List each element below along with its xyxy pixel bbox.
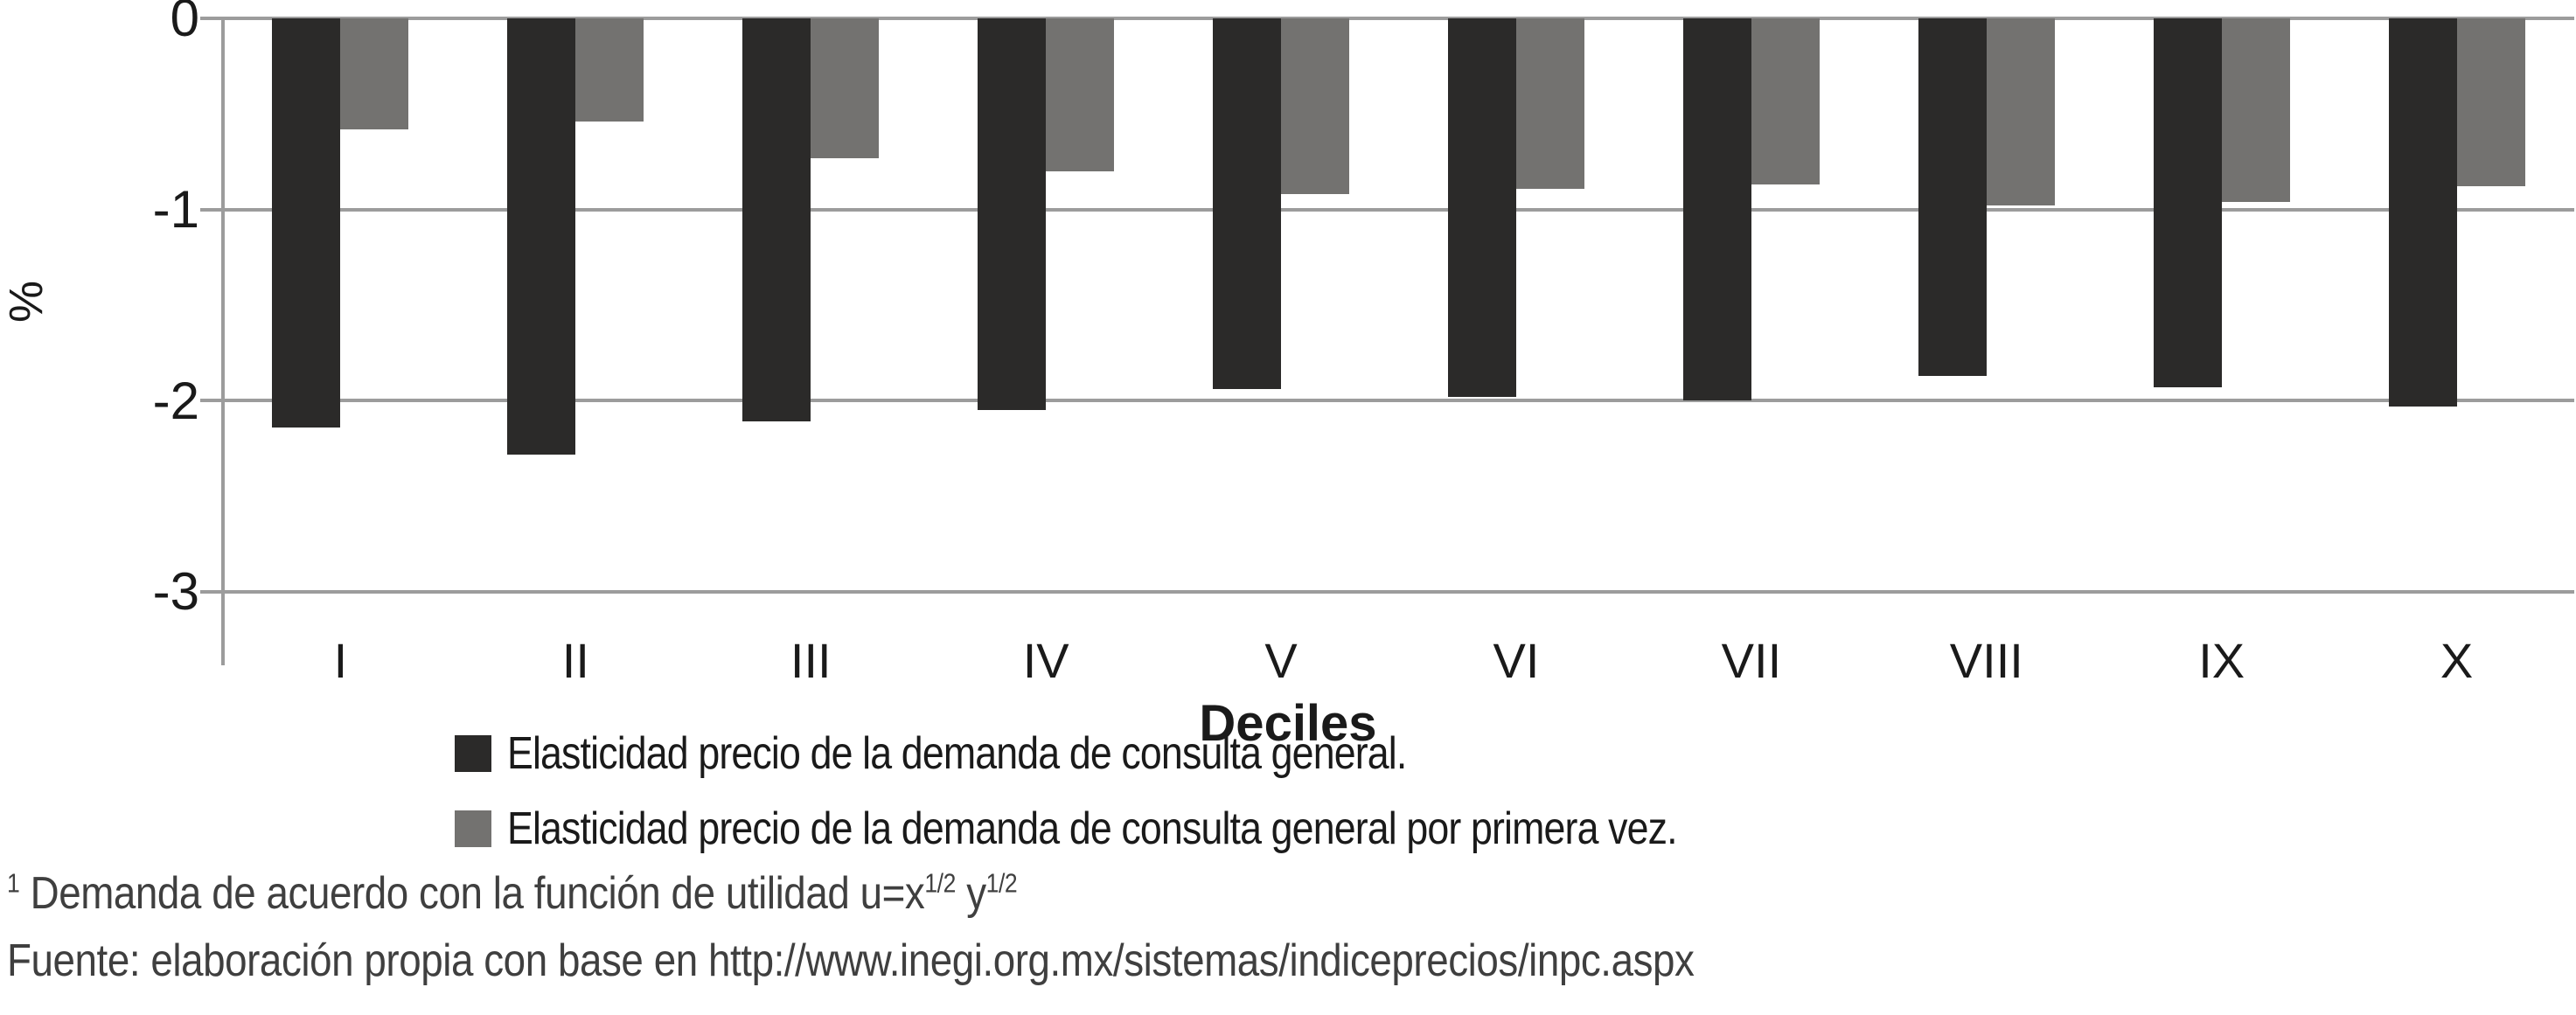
bar-series1-decile-VII (1682, 18, 1751, 401)
gridline--2 (200, 399, 2574, 403)
bar-series2-decile-X (2456, 18, 2525, 187)
y-tick-label-0: 0 (170, 0, 199, 47)
legend-item-general: Elasticidad precio de la demanda de cons… (455, 728, 1868, 779)
bar-series2-decile-VII (1751, 18, 1820, 185)
bar-group-I (223, 18, 458, 592)
x-tick-label-IV: IV (1022, 633, 1069, 688)
x-tick-label-VIII: VIII (1949, 633, 2023, 688)
x-tick-label-V: V (1264, 633, 1298, 688)
footnote-text-b: y (955, 868, 986, 919)
y-tick-label-2: -2 (152, 372, 199, 430)
bar-series1-decile-VI (1447, 18, 1516, 397)
bar-series2-decile-VIII (1986, 18, 2055, 206)
y-tick-label-1: -1 (152, 180, 199, 239)
bar-group-V (1164, 18, 1399, 592)
bar-series2-decile-I (340, 18, 409, 129)
bar-group-VIII (1869, 18, 2104, 592)
x-tick-label-VI: VI (1493, 633, 1540, 688)
legend-item-primera-vez: Elasticidad precio de la demanda de cons… (455, 803, 1868, 854)
bar-group-X (2339, 18, 2574, 592)
bar-series1-decile-X (2388, 18, 2457, 407)
legend-label-general: Elasticidad precio de la demanda de cons… (507, 728, 1407, 779)
footnote-text-a: Demanda de acuerdo con la función de uti… (19, 868, 925, 919)
bar-group-IV (929, 18, 1164, 592)
legend-marker-gray-square-icon (455, 810, 491, 847)
bar-series1-decile-V (1213, 18, 1282, 390)
bar-series2-decile-VI (1515, 18, 1584, 189)
footnote-source: Fuente: elaboración propia con base en h… (7, 935, 1695, 986)
bar-series1-decile-I (272, 18, 341, 428)
x-tick-label-III: III (790, 633, 832, 688)
legend-marker-dark-square-icon (455, 735, 491, 772)
bar-group-III (693, 18, 929, 592)
gridline--1 (200, 207, 2574, 212)
bar-group-II (458, 18, 693, 592)
bar-series1-decile-III (742, 18, 811, 422)
x-tick-label-X: X (2440, 633, 2474, 688)
footnote-utility-function: 1 Demanda de acuerdo con la función de u… (7, 868, 1018, 921)
legend: Elasticidad precio de la demanda de cons… (455, 728, 1868, 879)
y-axis-line (221, 18, 225, 665)
legend-label-primera-vez: Elasticidad precio de la demanda de cons… (507, 803, 1678, 854)
x-tick-label-IX: IX (2198, 633, 2245, 688)
plot-area (200, 17, 2574, 594)
bar-series1-decile-IV (978, 18, 1047, 411)
bar-series1-decile-VIII (1918, 18, 1987, 376)
bar-group-IX (2104, 18, 2339, 592)
bar-series2-decile-IX (2221, 18, 2290, 202)
footnote-marker: 1 (7, 869, 20, 899)
gridline-0 (200, 17, 2574, 20)
bar-series2-decile-V (1281, 18, 1350, 195)
bar-series2-decile-II (575, 18, 644, 122)
y-tick-label-3: -3 (152, 562, 199, 621)
footnote-exponent-y: 1/2 (985, 869, 1018, 899)
gridline--3 (200, 590, 2574, 594)
footnote-exponent-x: 1/2 (924, 869, 956, 899)
bar-series2-decile-III (811, 18, 880, 158)
bar-series2-decile-IV (1046, 18, 1115, 171)
bar-series1-decile-IX (2153, 18, 2222, 388)
bar-series1-decile-II (507, 18, 576, 455)
x-tick-label-I: I (333, 633, 348, 688)
bar-group-VII (1633, 18, 1869, 592)
x-tick-label-II: II (561, 633, 589, 688)
bar-group-VI (1399, 18, 1634, 592)
x-tick-label-VII: VII (1721, 633, 1782, 688)
x-tick-labels: I II III IV V VI VII VIII IX X (223, 631, 2574, 690)
x-axis-title: Deciles (1199, 695, 1377, 752)
y-axis-title: % (0, 280, 53, 323)
